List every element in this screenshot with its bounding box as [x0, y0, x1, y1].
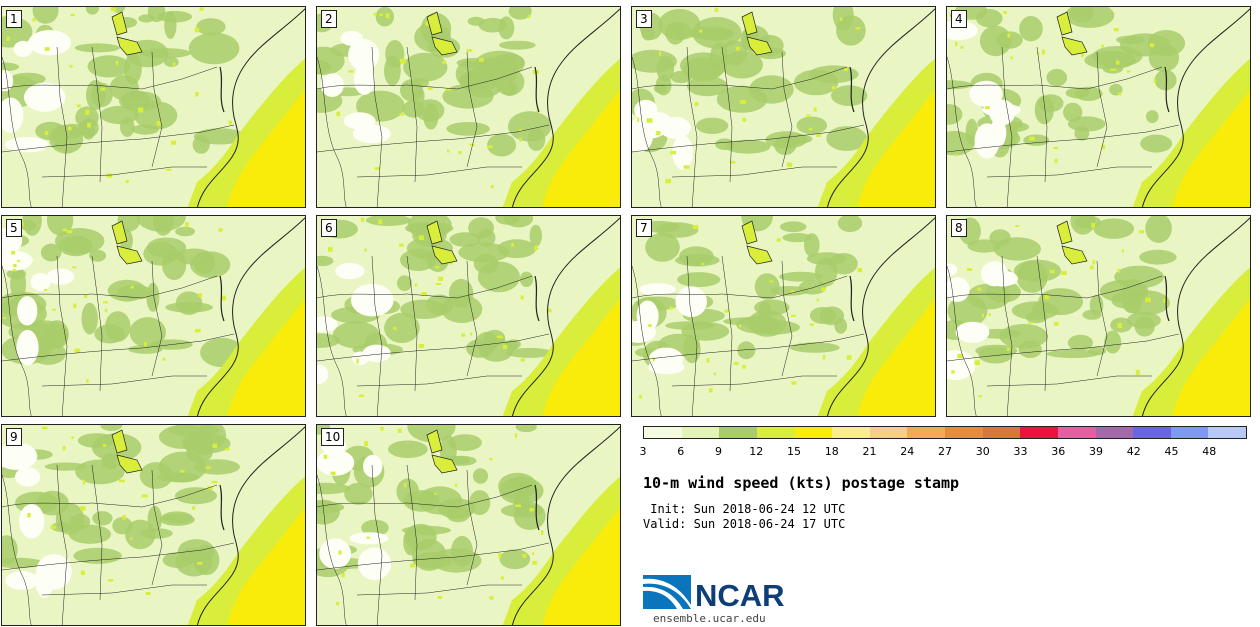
colorbar-swatch — [1057, 427, 1096, 438]
map-panel-6: 6 — [316, 215, 621, 417]
map-panel-1: 1 — [1, 6, 306, 208]
colorbar-tick-label: 15 — [787, 445, 801, 458]
map-panel-5: 5 — [1, 215, 306, 417]
ncar-logo-text: NCAR — [695, 578, 785, 611]
colorbar-swatch — [1170, 427, 1209, 438]
colorbar-labels: 3 6 9 12 15 18 21 24 27 30 33 36 39 42 45 48 — [639, 445, 1247, 459]
panel-number: 10 — [321, 428, 345, 446]
colorbar-swatch — [644, 427, 682, 438]
map-panel-8: 8 — [946, 215, 1251, 417]
colorbar-swatch — [869, 427, 908, 438]
colorbar-tick-label: 3 — [639, 445, 647, 458]
logo-url: ensemble.ucar.edu — [653, 612, 766, 625]
chart-title: 10-m wind speed (kts) postage stamp — [643, 474, 960, 492]
colorbar-tick-label: 39 — [1089, 445, 1103, 458]
init-time: Init: Sun 2018-06-24 12 UTC — [643, 502, 846, 516]
colorbar-tick-label: 24 — [900, 445, 915, 458]
colorbar-tick-label: 45 — [1164, 445, 1179, 458]
panel-number: 4 — [951, 10, 967, 28]
colorbar-swatch — [719, 427, 757, 438]
map-panel-4: 4 — [946, 6, 1251, 208]
colorbar-tick-label: 27 — [938, 445, 952, 458]
panel-number: 9 — [6, 428, 22, 446]
colorbar-swatch — [756, 427, 795, 438]
colorbar-tick-label: 33 — [1013, 445, 1028, 458]
colorbar-swatch — [1095, 427, 1134, 438]
panel-number: 8 — [951, 219, 967, 237]
colorbar — [643, 426, 1247, 439]
colorbar-swatch — [1208, 427, 1246, 438]
map-panel-9: 9 — [1, 424, 306, 626]
colorbar-swatch — [907, 427, 945, 438]
map-panel-10: 10 — [316, 424, 621, 626]
colorbar-tick-label: 9 — [715, 445, 722, 458]
colorbar-swatch — [832, 427, 870, 438]
panel-number: 6 — [321, 219, 337, 237]
colorbar-swatch — [1020, 427, 1058, 438]
panel-number: 1 — [6, 10, 22, 28]
panel-number: 7 — [636, 219, 652, 237]
colorbar-swatch — [1133, 427, 1171, 438]
panel-number: 2 — [321, 10, 337, 28]
colorbar-tick-label: 42 — [1126, 445, 1141, 458]
panel-number: 5 — [6, 219, 22, 237]
colorbar-tick-label: 12 — [749, 445, 764, 458]
panel-number: 3 — [636, 10, 652, 28]
colorbar-tick-label: 30 — [975, 445, 990, 458]
valid-time: Valid: Sun 2018-06-24 17 UTC — [643, 517, 846, 531]
colorbar-tick-label: 18 — [824, 445, 839, 458]
ncar-logo: NCAR — [643, 571, 793, 613]
colorbar-tick-label: 21 — [862, 445, 877, 458]
map-panel-3: 3 — [631, 6, 936, 208]
colorbar-tick-label: 48 — [1202, 445, 1217, 458]
map-panel-2: 2 — [316, 6, 621, 208]
colorbar-swatch — [945, 427, 983, 438]
colorbar-tick-label: 6 — [677, 445, 685, 458]
colorbar-swatch — [681, 427, 720, 438]
colorbar-tick-label: 36 — [1051, 445, 1066, 458]
colorbar-swatch — [794, 427, 833, 438]
map-panel-7: 7 — [631, 215, 936, 417]
colorbar-swatch — [982, 427, 1021, 438]
